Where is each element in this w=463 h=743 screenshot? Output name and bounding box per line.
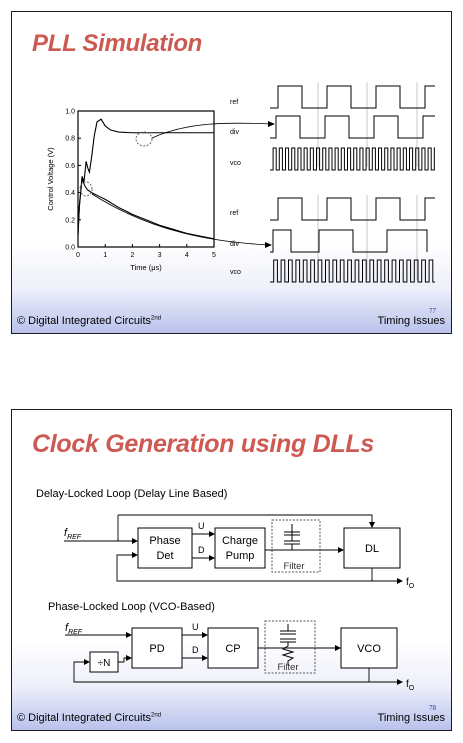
pll-arrowhead [202, 632, 208, 638]
dll-charge-pump-label: Charge [222, 535, 258, 547]
pll-u-label: U [192, 622, 199, 632]
pll-filter-label: Filter [277, 662, 298, 673]
dll-filter-label: Filter [283, 561, 304, 572]
slide-title: Clock Generation using DLLs [32, 430, 374, 458]
dll-arrowhead [132, 538, 138, 544]
y-axis-label: Control Voltage (V) [46, 147, 55, 211]
pll-cp-block [207, 627, 259, 669]
dll-feedback-wire [116, 554, 373, 582]
div-waveform-2 [270, 229, 428, 253]
page-number: 78 [429, 704, 436, 712]
dll-d-label: D [198, 545, 205, 555]
y-tick-label: 0.0 [65, 245, 75, 252]
wave-label-ref-2: ref [230, 210, 238, 217]
dll-charge-pump-label: Pump [226, 550, 255, 562]
dll-fref-label: fREF [64, 527, 82, 541]
dll-delay-line-block [343, 527, 401, 569]
vco-waveform-1 [270, 147, 435, 171]
dll-arrowhead [397, 578, 403, 584]
pll-arrowhead [202, 655, 208, 661]
footer-copyright: © Digital Integrated Circuits2nd [17, 315, 162, 327]
dll-filter-box [271, 519, 321, 573]
footer-topic: Timing Issues [377, 712, 445, 724]
pll-cp-label: CP [225, 643, 240, 655]
dll-u-label: U [198, 521, 205, 531]
slide-clock-generation: Clock Generation using DLLs Delay-Locked… [11, 409, 452, 731]
pll-arrowhead [397, 679, 403, 685]
slide-pll-simulation: PLL Simulation 0 1 2 3 4 5 0.0 0.2 0.4 0.6 0.8 1.0 … [11, 11, 452, 334]
chart-ticks: 0 1 2 3 4 5 0.0 0.2 0.4 0.6 0.8 1.0 [65, 109, 216, 260]
pll-caption: Phase-Locked Loop (VCO-Based) [48, 601, 215, 613]
dll-phase-det-label: Det [156, 550, 173, 562]
pll-vco-block [340, 627, 398, 669]
dll-pll-block-diagrams: Delay-Locked Loop (Delay Line Based) fRE… [36, 488, 415, 692]
wave-label-vco-1: vco [230, 160, 241, 167]
dll-arrowhead [209, 555, 215, 561]
wave-label-div-1: div [230, 129, 239, 136]
y-tick-label: 0.8 [65, 136, 75, 143]
pll-feedback-wire [73, 661, 370, 683]
pll-pd-block [131, 627, 183, 669]
x-tick-label: 5 [212, 252, 216, 259]
chart-lines [77, 118, 215, 240]
dll-arrowhead [209, 531, 215, 537]
dll-phase-det-block [137, 527, 193, 569]
pll-divider-label: ÷N [98, 658, 111, 669]
page-number: 77 [429, 307, 436, 315]
footer-copyright: © Digital Integrated Circuits2nd [17, 712, 162, 724]
guide-lines [317, 82, 418, 280]
dll-phase-det-label: Phase [149, 535, 180, 547]
pll-vco-label: VCO [357, 643, 381, 655]
wave-label-div-2: div [230, 241, 239, 248]
x-tick-label: 0 [76, 252, 80, 259]
dll-fo-label: fO [406, 577, 415, 590]
dll-caption: Delay-Locked Loop (Delay Line Based) [36, 488, 227, 500]
rc-filter-icon [280, 624, 296, 665]
dll-arrowhead [369, 522, 375, 528]
dll-arrowhead [338, 547, 344, 553]
pll-arrowhead [126, 655, 132, 661]
x-axis-label: Time (μs) [130, 263, 162, 272]
pll-arrowhead [126, 632, 132, 638]
chart-plot-area [77, 110, 215, 248]
dll-arrowhead [132, 552, 138, 558]
y-tick-label: 0.2 [65, 217, 75, 224]
wave-label-vco-2: vco [230, 269, 241, 276]
zoom-circle-upper [135, 131, 153, 147]
ref-waveform-1 [270, 85, 435, 109]
y-tick-label: 0.4 [65, 190, 75, 197]
slide-title: PLL Simulation [32, 30, 203, 57]
y-tick-label: 1.0 [65, 109, 75, 116]
y-tick-label: 0.6 [65, 163, 75, 170]
control-voltage-line-1 [77, 118, 214, 234]
x-tick-label: 4 [185, 252, 189, 259]
pll-pd-label: PD [149, 643, 164, 655]
ref-waveform-2 [270, 197, 435, 221]
pll-fref-label: fREF [65, 622, 83, 636]
zoom-circle-lower [79, 181, 93, 197]
callout-arrow-lower [91, 193, 271, 246]
wave-label-ref-1: ref [230, 99, 238, 106]
capacitor-icon [284, 524, 300, 550]
x-tick-label: 2 [130, 252, 134, 259]
pll-d-label: D [192, 645, 199, 655]
pll-arrowhead [84, 659, 90, 665]
pll-fo-label: fO [406, 679, 415, 692]
pll-arrowhead [335, 645, 341, 651]
vco-waveform-2 [270, 259, 435, 283]
waveforms [270, 85, 435, 283]
dll-ref-line [117, 514, 373, 541]
control-voltage-line-2 [77, 178, 215, 240]
arrowhead-upper [268, 121, 275, 127]
dll-charge-pump-block [214, 527, 266, 569]
x-tick-label: 1 [103, 252, 107, 259]
pll-simulation-figure: 0 1 2 3 4 5 0.0 0.2 0.4 0.6 0.8 1.0 Control Voltage… [46, 82, 435, 283]
dll-delay-line-label: DL [365, 543, 379, 555]
footer-topic: Timing Issues [377, 315, 445, 327]
arrowhead-lower [265, 242, 272, 248]
pll-filter-box [264, 620, 316, 674]
x-tick-label: 3 [158, 252, 162, 259]
callout-arrow-upper [151, 122, 274, 139]
div-waveform-1 [270, 115, 435, 139]
